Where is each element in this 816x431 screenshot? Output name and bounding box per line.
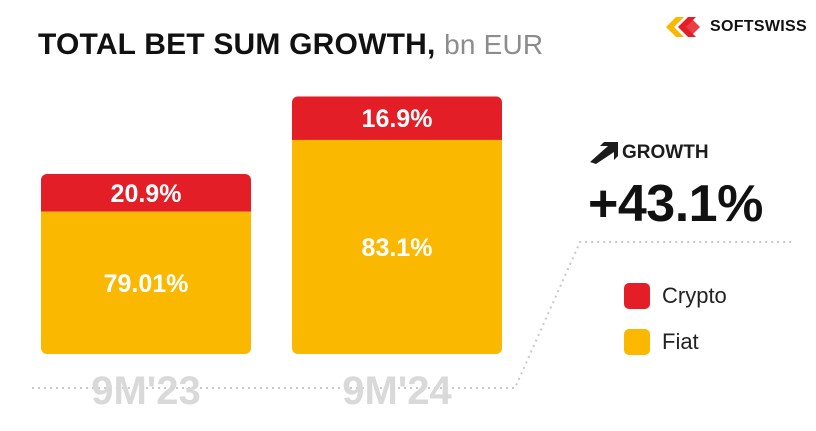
title-unit: bn EUR <box>444 29 544 60</box>
growth-value: +43.1% <box>588 175 763 233</box>
bar-group-0: 20.9% 79.01% 9M'23 <box>41 174 251 413</box>
legend-label-crypto: Crypto <box>662 283 727 308</box>
legend-item-fiat: Fiat <box>624 329 727 355</box>
growth-label: GROWTH <box>622 142 709 163</box>
softswiss-logo-icon <box>666 17 700 37</box>
legend: Crypto Fiat <box>624 283 727 375</box>
legend-swatch-fiat <box>624 329 650 355</box>
title-text: TOTAL BET SUM GROWTH, <box>38 28 436 61</box>
softswiss-logo: SOFTSWISS <box>664 13 807 41</box>
legend-swatch-crypto <box>624 283 650 309</box>
bar-fiat-0 <box>41 211 251 354</box>
chart-title: TOTAL BET SUM GROWTH, bn EUR <box>38 28 543 62</box>
bar-crypto-0 <box>41 174 251 212</box>
brand-name: SOFTSWISS <box>710 18 807 35</box>
dotted-connector-line <box>32 241 792 389</box>
data-label-crypto-0: 20.9% <box>111 180 182 208</box>
data-label-crypto-1: 16.9% <box>362 105 433 133</box>
data-label-fiat-1: 83.1% <box>362 234 433 262</box>
bar-fiat-1 <box>292 139 502 354</box>
bar-group-1: 16.9% 83.1% 9M'24 <box>292 96 502 413</box>
x-tick-label-1: 9M'24 <box>342 369 452 413</box>
legend-label-fiat: Fiat <box>662 329 699 354</box>
bar-crypto-1 <box>292 96 502 140</box>
legend-item-crypto: Crypto <box>624 283 727 309</box>
x-tick-label-0: 9M'23 <box>91 369 201 413</box>
data-label-fiat-0: 79.01% <box>104 270 189 298</box>
arrow-up-right-icon <box>590 142 618 164</box>
growth-label-block: GROWTH <box>588 142 709 164</box>
